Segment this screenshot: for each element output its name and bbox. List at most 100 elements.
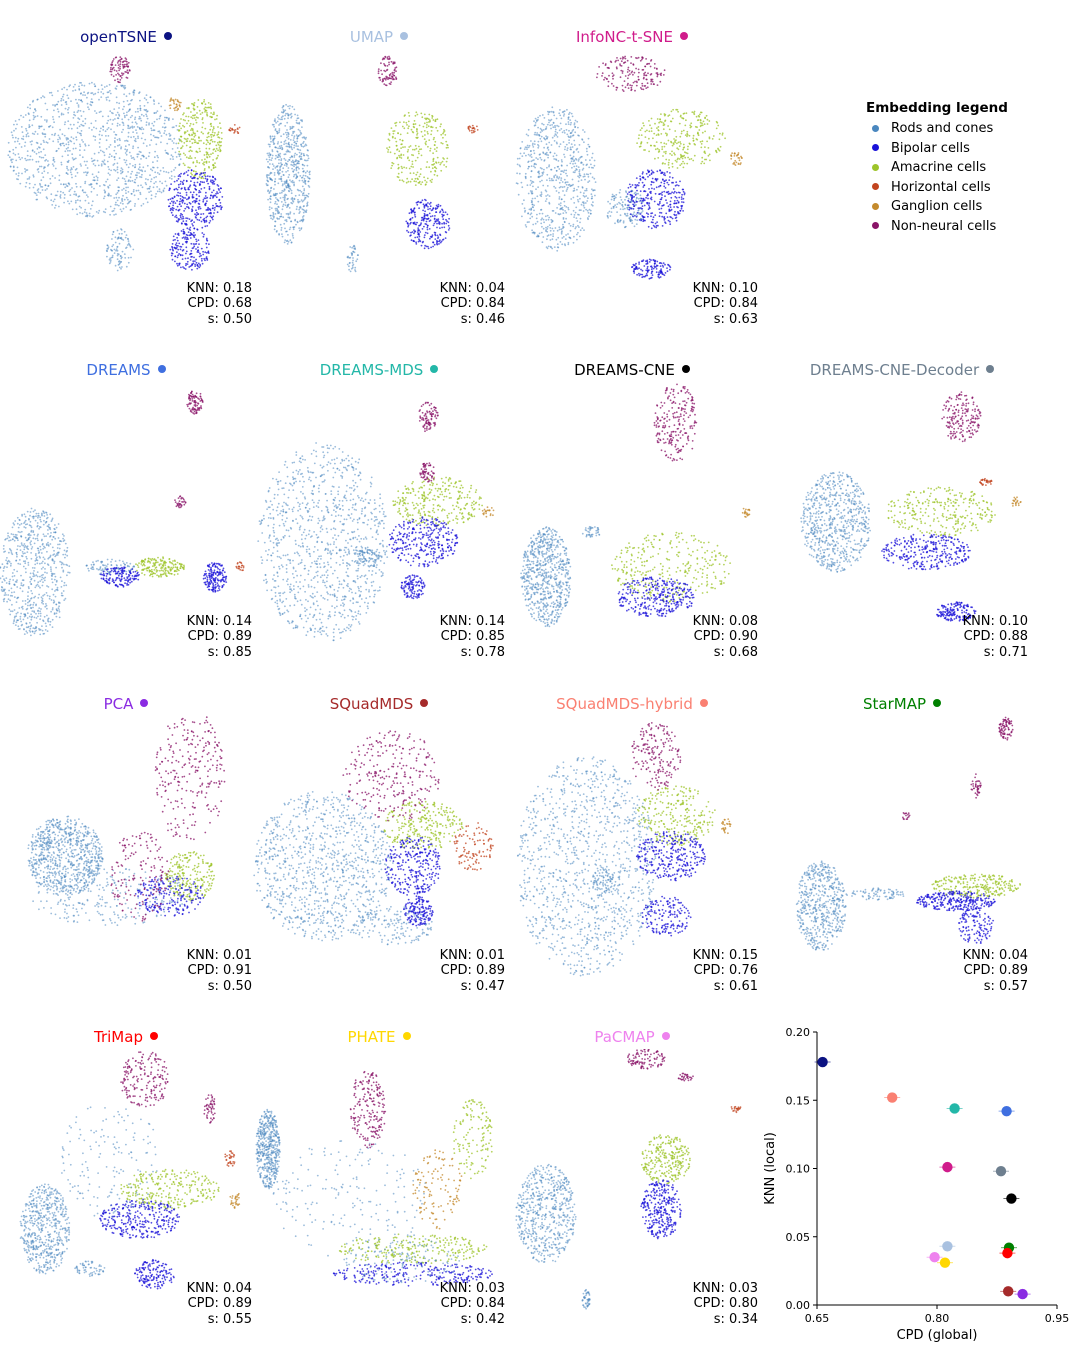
cell-cluster — [61, 1106, 158, 1218]
point-squadmds — [1003, 1286, 1014, 1297]
panel-title: StarMAP — [776, 694, 1028, 714]
embedding-panel: DREAMS-MDS KNN: 0.14 CPD: 0.85 s: 0.78 — [253, 360, 505, 660]
cell-cluster — [520, 526, 572, 628]
point-dreams — [1001, 1105, 1012, 1117]
cell-cluster — [253, 791, 394, 942]
cell-cluster — [970, 773, 982, 799]
cell-cluster — [677, 1072, 694, 1082]
y-tick-label: 0.05 — [786, 1231, 811, 1244]
cell-cluster — [228, 124, 241, 134]
cell-cluster — [177, 99, 223, 180]
panel-metrics: KNN: 0.04 CPD: 0.89 s: 0.55 — [187, 1281, 252, 1328]
embedding-panel: PHATE KNN: 0.03 CPD: 0.84 s: 0.42 — [253, 1027, 505, 1327]
cell-cluster — [342, 730, 440, 822]
metric-knn: KNN: 0.03 — [693, 1281, 758, 1297]
metric-cpd: CPD: 0.84 — [440, 1296, 505, 1312]
cell-cluster — [845, 887, 905, 901]
panel-title-text: SQuadMDS — [330, 695, 414, 713]
metric-cpd: CPD: 0.88 — [963, 629, 1028, 645]
cell-cluster — [403, 895, 434, 927]
embedding-scatter — [27, 716, 226, 927]
embedding-scatter — [520, 383, 751, 628]
cell-cluster — [202, 562, 228, 593]
embedding-scatter — [515, 55, 743, 280]
cell-cluster — [635, 830, 706, 882]
metric-s: s: 0.50 — [187, 312, 252, 328]
cell-cluster — [110, 831, 170, 922]
embedding-panel: InfoNC-t-SNE KNN: 0.10 CPD: 0.84 s: 0.63 — [506, 27, 758, 327]
panel-metrics: KNN: 0.14 CPD: 0.89 s: 0.85 — [187, 614, 252, 661]
embedding-panel: SQuadMDS KNN: 0.01 CPD: 0.89 s: 0.47 — [253, 694, 505, 994]
cell-cluster — [383, 800, 464, 849]
panel-color-dot — [699, 699, 708, 707]
cell-cluster — [481, 506, 495, 518]
cell-cluster — [343, 1233, 461, 1284]
panel-metrics: KNN: 0.18 CPD: 0.68 s: 0.50 — [187, 281, 252, 328]
embedding-scatter — [19, 1051, 241, 1290]
panel-title-text: DREAMS-MDS — [320, 361, 424, 379]
legend-item: Amacrine cells — [866, 158, 1008, 178]
cell-cluster — [32, 867, 186, 927]
panel-color-dot — [933, 699, 941, 707]
embedding-panel: openTSNE KNN: 0.18 CPD: 0.68 s: 0.50 — [0, 27, 252, 327]
cell-cluster — [453, 822, 494, 871]
panel-title: openTSNE — [0, 27, 252, 47]
cell-cluster — [19, 1183, 71, 1275]
cell-cluster — [265, 103, 311, 245]
x-axis-label: CPD (global) — [897, 1328, 978, 1343]
cell-cluster — [224, 1150, 236, 1167]
cell-cluster — [388, 516, 459, 568]
cell-cluster — [515, 1163, 577, 1263]
panel-title: DREAMS-MDS — [253, 360, 505, 380]
embedding-panel: SQuadMDS-hybrid KNN: 0.15 CPD: 0.76 s: 0.61 — [506, 694, 758, 994]
cell-cluster — [516, 756, 657, 977]
cell-cluster — [998, 716, 1014, 741]
point-trimap — [1002, 1247, 1013, 1259]
panel-metrics: KNN: 0.14 CPD: 0.85 s: 0.78 — [440, 614, 505, 661]
cell-cluster — [611, 531, 731, 603]
cell-cluster — [338, 1233, 488, 1264]
panel-title: TriMap — [0, 1027, 252, 1047]
cell-cluster — [353, 905, 433, 946]
cell-cluster — [795, 860, 847, 951]
cell-cluster — [405, 198, 451, 250]
metric-knn: KNN: 0.14 — [440, 614, 505, 630]
panel-metrics: KNN: 0.15 CPD: 0.76 s: 0.61 — [693, 948, 758, 995]
cell-cluster — [636, 785, 716, 847]
cell-cluster — [800, 471, 871, 573]
cell-cluster — [916, 890, 996, 912]
cell-cluster — [887, 486, 996, 538]
x-tick-label: 0.95 — [1045, 1312, 1070, 1325]
panel-color-dot — [157, 365, 166, 373]
legend-item: Rods and cones — [866, 119, 1008, 139]
panel-title-text: openTSNE — [80, 28, 157, 46]
legend-label: Amacrine cells — [891, 160, 986, 175]
legend-swatch — [872, 144, 879, 152]
embedding-scatter — [800, 391, 1022, 622]
metric-cpd: CPD: 0.84 — [440, 296, 505, 312]
panel-metrics: KNN: 0.03 CPD: 0.84 s: 0.42 — [440, 1281, 505, 1328]
embedding-panel: PCA KNN: 0.01 CPD: 0.91 s: 0.50 — [0, 694, 252, 994]
cell-cluster — [154, 716, 226, 841]
y-tick-label: 0.15 — [786, 1094, 811, 1107]
cell-cluster — [640, 1179, 682, 1240]
cell-cluster — [169, 226, 210, 271]
legend-title: Embedding legend — [866, 100, 1008, 116]
panel-title-text: SQuadMDS-hybrid — [556, 695, 693, 713]
panel-title: PHATE — [253, 1027, 505, 1047]
panel-title: UMAP — [253, 27, 505, 47]
cell-cluster — [203, 1094, 216, 1124]
legend-label: Horizontal cells — [891, 180, 991, 195]
cell-cluster — [384, 836, 441, 896]
embedding-panel: PaCMAP KNN: 0.03 CPD: 0.80 s: 0.34 — [506, 1027, 758, 1327]
panel-title-text: TriMap — [94, 1028, 143, 1046]
panel-color-dot — [661, 1032, 670, 1040]
embedding-scatter — [7, 56, 241, 272]
y-axis-label: KNN (local) — [763, 1132, 778, 1205]
metric-cpd: CPD: 0.68 — [187, 296, 252, 312]
cell-cluster — [641, 895, 692, 937]
panel-color-dot — [402, 1032, 411, 1040]
metric-cpd: CPD: 0.91 — [187, 963, 252, 979]
metric-cpd: CPD: 0.90 — [693, 629, 758, 645]
